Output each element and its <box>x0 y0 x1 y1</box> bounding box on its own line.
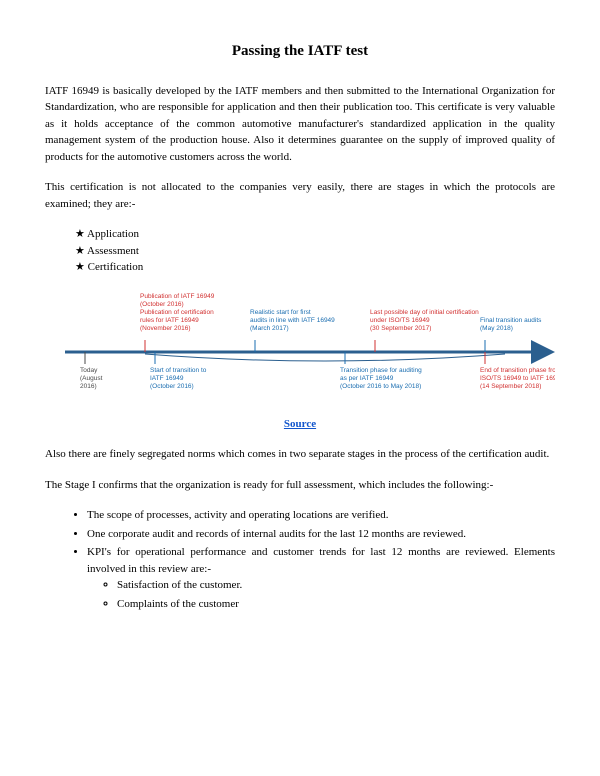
paragraph-4: The Stage I confirms that the organizati… <box>45 477 555 494</box>
svg-text:Last possible day of initial c: Last possible day of initial certificati… <box>370 309 479 332</box>
kpi-sublist: Satisfaction of the customer. Complaints… <box>117 577 555 612</box>
list-item: One corporate audit and records of inter… <box>87 526 555 543</box>
list-item-text: KPI's for operational performance and cu… <box>87 546 555 575</box>
list-item: The scope of processes, activity and ope… <box>87 507 555 524</box>
intro-paragraph-1: IATF 16949 is basically developed by the… <box>45 83 555 166</box>
list-item: Satisfaction of the customer. <box>117 577 555 594</box>
svg-text:Final transition audits(May 20: Final transition audits(May 2018) <box>480 317 542 332</box>
list-item: Certification <box>75 259 555 276</box>
stages-list: Application Assessment Certification <box>75 226 555 276</box>
timeline-curve <box>145 354 505 361</box>
list-item: KPI's for operational performance and cu… <box>87 544 555 612</box>
intro-paragraph-2: This certification is not allocated to t… <box>45 179 555 212</box>
svg-text:Today(August2016): Today(August2016) <box>80 367 103 390</box>
timeline-svg: Today(August2016) Publication of IATF 169… <box>45 290 555 410</box>
list-item: Assessment <box>75 243 555 260</box>
svg-text:End of transition phase fromIS: End of transition phase fromISO/TS 16949… <box>480 367 555 390</box>
timeline-chart: Today(August2016) Publication of IATF 169… <box>45 290 555 410</box>
svg-text:Publication of IATF 16949(Octo: Publication of IATF 16949(October 2016)P… <box>140 293 215 332</box>
stage1-list: The scope of processes, activity and ope… <box>87 507 555 612</box>
svg-text:Realistic start for firstaudit: Realistic start for firstaudits in line … <box>250 309 335 332</box>
page-title: Passing the IATF test <box>45 40 555 63</box>
list-item: Application <box>75 226 555 243</box>
source-link[interactable]: Source <box>284 418 316 430</box>
svg-text:Transition phase for auditinga: Transition phase for auditingas per IATF… <box>340 367 422 390</box>
paragraph-3: Also there are finely segregated norms w… <box>45 446 555 463</box>
list-item: Complaints of the customer <box>117 596 555 613</box>
source-link-row: Source <box>45 416 555 433</box>
svg-text:Start of transition toIATF 169: Start of transition toIATF 16949(October… <box>150 367 207 390</box>
